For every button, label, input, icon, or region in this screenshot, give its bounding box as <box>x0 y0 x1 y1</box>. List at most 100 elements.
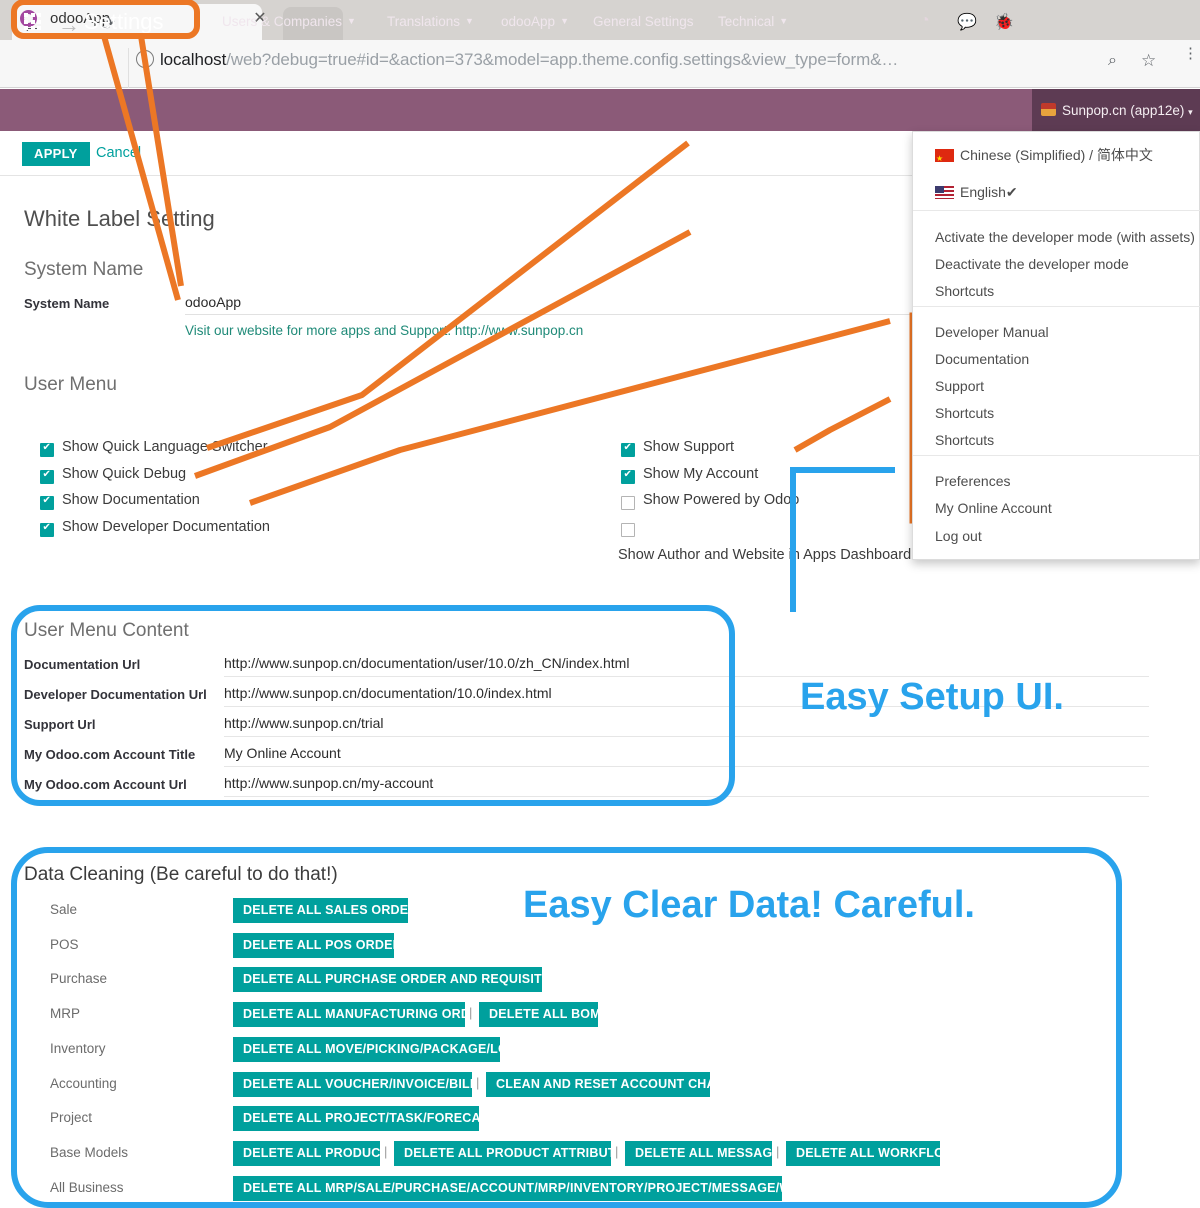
odoo-menu-technical[interactable]: Technical ▼ <box>718 14 788 29</box>
menu-item-shortcuts[interactable]: Shortcuts <box>913 427 1200 454</box>
user-menu-right-checkbox-0[interactable] <box>621 442 635 457</box>
chevron-down-icon: ▼ <box>560 16 569 26</box>
umc-input-2[interactable]: http://www.sunpop.cn/trial <box>224 715 384 731</box>
system-name-label: System Name <box>24 296 110 311</box>
menu-item-label: English✔ <box>960 184 1018 200</box>
user-menu-left-checkbox-1[interactable] <box>40 469 54 484</box>
annotation-easy-setup-label: Easy Setup UI. <box>800 676 1064 718</box>
messages-icon[interactable]: 💬 <box>957 14 977 31</box>
user-menu-right-checkbox-label-0: Show Support <box>643 439 735 455</box>
umc-input-4[interactable]: http://www.sunpop.cn/my-account <box>224 775 434 791</box>
user-menu-left-checkbox-3[interactable] <box>40 522 54 537</box>
cancel-button[interactable]: Cancel <box>96 145 142 161</box>
menu-item-label: Shortcuts <box>935 432 995 448</box>
chevron-down-icon: ▼ <box>779 16 789 26</box>
menu-item-documentation[interactable]: Documentation <box>913 346 1200 373</box>
data-cleaning-label-8: All Business <box>50 1179 124 1195</box>
menu-item-my-online-account[interactable]: My Online Account <box>913 495 1200 522</box>
data-cleaning-button-delete-all-product-attribute[interactable]: DELETE ALL PRODUCT ATTRIBUTE <box>394 1140 624 1166</box>
apply-button[interactable]: APPLY <box>22 142 90 166</box>
data-cleaning-button-delete-all-voucher-invoice-bill[interactable]: DELETE ALL VOUCHER/INVOICE/BILL <box>233 1071 477 1097</box>
menu-item-label: Developer Manual <box>935 324 1049 340</box>
menu-item-preferences[interactable]: Preferences <box>913 468 1200 495</box>
annotation-arrow-3 <box>206 140 690 451</box>
avatar <box>1041 103 1056 116</box>
user-menu-left-checkbox-0[interactable] <box>40 442 54 457</box>
odoo-menu-general-settings[interactable]: General Settings <box>593 14 694 29</box>
user-menu-toggle[interactable] <box>1032 89 1200 131</box>
user-menu-right-checkbox-3[interactable] <box>621 522 635 537</box>
data-cleaning-button-clean-and-reset-account-chart[interactable]: CLEAN AND RESET ACCOUNT CHART <box>486 1071 733 1097</box>
data-cleaning-label-0: Sale <box>50 902 78 917</box>
bug-icon[interactable]: 🐞 <box>994 14 1014 31</box>
data-cleaning-button-delete-all-bom[interactable]: DELETE ALL BOM <box>479 1002 601 1028</box>
odoo-menu-label: odooApp <box>501 14 556 29</box>
annotation-easy-clear-label: Easy Clear Data! Careful. <box>523 884 975 926</box>
address-bar-url[interactable]: localhost/web?debug=true#id=&action=373&… <box>160 50 1100 72</box>
browser-menu-icon[interactable]: ⋮ <box>1183 45 1198 62</box>
data-cleaning-button-delete-all-manufacturing-order[interactable]: DELETE ALL MANUFACTURING ORDER <box>233 1002 488 1028</box>
data-cleaning-button-delete-all-workflow[interactable]: DELETE ALL WORKFLOW <box>786 1140 956 1166</box>
user-menu-right-checkbox-2[interactable] <box>621 496 635 510</box>
user-menu-right-checkbox-1[interactable] <box>621 469 635 484</box>
menu-item-label: Documentation <box>935 351 1030 367</box>
button-separator: | <box>476 1074 480 1090</box>
data-cleaning-button-delete-all-project-task-forecast[interactable]: DELETE ALL PROJECT/TASK/FORECAST <box>233 1106 497 1132</box>
data-cleaning-button-delete-all-product[interactable]: DELETE ALL PRODUCT <box>233 1140 388 1166</box>
section-user-menu-heading: User Menu <box>24 374 117 395</box>
menu-item-english[interactable]: English✔ <box>913 179 1200 206</box>
menu-item-activate-the-developer-mode-with-assets[interactable]: Activate the developer mode (with assets… <box>913 224 1200 251</box>
menu-item-shortcuts[interactable]: Shortcuts <box>913 278 1200 305</box>
odoo-menu-label: Users & Companies <box>222 14 343 29</box>
new-tab-placeholder[interactable] <box>283 7 343 40</box>
menu-item-shortcuts[interactable]: Shortcuts <box>913 400 1200 427</box>
menu-item-label: Activate the developer mode (with assets… <box>935 229 1195 245</box>
user-menu-left-checkbox-label-3: Show Developer Documentation <box>62 518 270 535</box>
forward-icon[interactable]: → <box>58 12 80 37</box>
menu-item-chinese-simplified[interactable]: Chinese (Simplified) / 简体中文 <box>913 142 1200 172</box>
data-cleaning-button-delete-all-message[interactable]: DELETE ALL MESSAGE <box>625 1140 781 1166</box>
menu-item-developer-manual[interactable]: Developer Manual <box>913 319 1200 346</box>
zoom-icon[interactable]: ⌕ <box>1108 52 1117 69</box>
chevron-down-icon: ▼ <box>465 16 474 26</box>
umc-input-1[interactable]: http://www.sunpop.cn/documentation/10.0/… <box>224 685 552 701</box>
close-icon[interactable]: ✕ <box>253 10 267 27</box>
odoo-menu-label: General Settings <box>593 14 694 29</box>
apps-grid-icon[interactable] <box>24 13 41 30</box>
data-cleaning-button-delete-all-mrp-sale-purchase-account-mrp-invento[interactable]: DELETE ALL MRP/SALE/PURCHASE/ACCOUNT/MRP… <box>233 1175 857 1201</box>
odoo-menu-translations[interactable]: Translations ▼ <box>387 14 474 29</box>
bookmark-star-icon[interactable]: ☆ <box>1141 51 1157 70</box>
button-separator: | <box>776 1143 780 1159</box>
menu-item-label: My Online Account <box>935 500 1052 516</box>
menu-item-label: Log out <box>935 528 982 544</box>
data-cleaning-heading: Data Cleaning (Be careful to do that!) <box>24 864 338 885</box>
menu-item-label: Shortcuts <box>935 405 995 421</box>
umc-underline-2 <box>224 736 1149 737</box>
user-menu-right-checkbox-label-1: Show My Account <box>643 465 759 482</box>
menu-item-log-out[interactable]: Log out <box>913 523 1200 550</box>
data-cleaning-button-delete-all-purchase-order-and-requisition[interactable]: DELETE ALL PURCHASE ORDER AND REQUISITIO… <box>233 967 564 993</box>
menu-divider <box>913 210 1200 211</box>
website-hint-link[interactable]: Visit our website for more apps and Supp… <box>185 323 584 338</box>
url-path: /web?debug=true#id=&action=373&model=app… <box>226 50 899 69</box>
annotation-arrow-5 <box>249 318 891 506</box>
data-cleaning-label-6: Project <box>50 1110 93 1126</box>
site-info-icon[interactable]: i <box>136 50 154 68</box>
clock-icon[interactable]: ◔ <box>920 12 930 29</box>
odoo-menu-users-companies[interactable]: Users & Companies ▼ <box>222 14 356 29</box>
data-cleaning-button-delete-all-sales-order[interactable]: DELETE ALL SALES ORDER <box>233 898 417 923</box>
umc-input-3[interactable]: My Online Account <box>224 745 341 761</box>
user-menu-left-checkbox-label-0: Show Quick Language Switcher <box>62 439 268 455</box>
user-menu-left-checkbox-2[interactable] <box>40 495 54 510</box>
system-name-input[interactable]: odooApp <box>185 294 242 310</box>
umc-input-0[interactable]: http://www.sunpop.cn/documentation/user/… <box>224 655 630 671</box>
menu-item-support[interactable]: Support <box>913 373 1200 400</box>
annotation-callout-line <box>790 467 895 612</box>
white-label-setting-heading: White Label Setting <box>24 206 215 231</box>
odoo-menu-odooapp[interactable]: odooApp ▼ <box>501 14 569 29</box>
button-separator: | <box>469 1005 473 1021</box>
data-cleaning-button-delete-all-move-picking-package-lot[interactable]: DELETE ALL MOVE/PICKING/PACKAGE/LOT <box>233 1036 516 1062</box>
menu-item-deactivate-the-developer-mode[interactable]: Deactivate the developer mode <box>913 251 1200 278</box>
data-cleaning-button-delete-all-pos-order[interactable]: DELETE ALL POS ORDER <box>233 932 402 958</box>
url-host: localhost <box>160 50 227 69</box>
